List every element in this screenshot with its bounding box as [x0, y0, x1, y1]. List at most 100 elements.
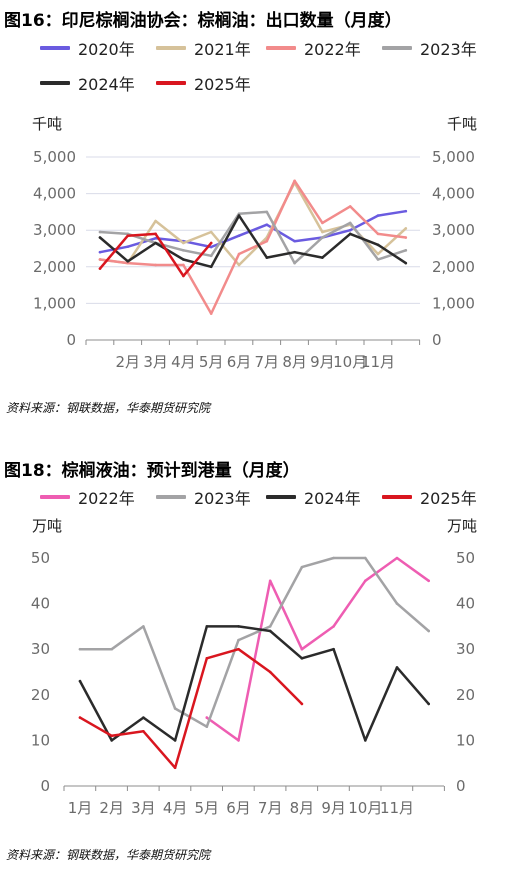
c1-point-2020 [293, 239, 296, 243]
c1-point-2023 [237, 212, 241, 216]
c2-xtick-label: 3月 [131, 799, 156, 817]
c1-point-2022_c1 [321, 221, 324, 225]
c2-point-2024 [142, 716, 145, 719]
c2-point-2025 [142, 729, 145, 733]
c1-point-2025 [182, 274, 185, 278]
c1-unit-left: 千吨 [32, 115, 62, 133]
c2-point-2022_c2 [237, 739, 240, 742]
legend2-label-2023: 2023年 [194, 489, 251, 508]
c1-point-2023 [348, 221, 352, 225]
c1-point-2020 [126, 245, 130, 248]
c1-ytick-left: 1,000 [33, 294, 76, 312]
c2-point-2023 [332, 556, 335, 560]
c2-point-2022_c2 [395, 556, 399, 560]
c1-point-2020 [209, 245, 213, 249]
c1-point-2024 [348, 232, 352, 236]
c1-xtick-label: 3月 [143, 353, 168, 371]
legend-item-2021: 2021年 [156, 36, 251, 60]
c1-point-2024 [404, 261, 408, 265]
legend2-item-2024: 2024年 [266, 485, 361, 509]
c2-series-line-2022_c2 [205, 556, 430, 742]
c2-point-2025 [300, 702, 304, 706]
chart2-legend: 2022年 2023年 2024年 2025年 [0, 483, 519, 509]
c2-point-2022_c2 [205, 716, 209, 719]
c2-xtick-label: 2月 [99, 799, 124, 817]
c1-ytick-left: 3,000 [33, 221, 76, 239]
legend-item-2020: 2020年 [40, 36, 135, 60]
c1-point-2022_c1 [126, 261, 130, 265]
c1-point-2021 [154, 219, 157, 223]
c2-point-2023 [78, 647, 82, 651]
c2-point-2024 [300, 657, 304, 660]
c1-xtick-label: 8月 [282, 353, 307, 371]
c1-point-2023 [98, 230, 102, 234]
c2-ytick-left: 50 [31, 549, 50, 567]
c2-ytick-left: 40 [31, 595, 50, 613]
c1-point-2023 [293, 261, 296, 265]
legend2-swatch-2025 [382, 495, 412, 499]
chart1-plot: 千吨 千吨 0 0 1,000 1,000 2,000 2,000 3,000 3,000 4,00… [32, 115, 477, 371]
c2-point-2022_c2 [364, 579, 367, 583]
c1-point-2024 [265, 256, 269, 259]
c1-point-2021 [321, 230, 324, 234]
c2-point-2022_c2 [300, 647, 304, 651]
legend-swatch-2025 [156, 81, 186, 85]
c1-series-line-2023 [98, 210, 408, 265]
c1-point-2022_c1 [265, 239, 269, 243]
c1-ytick-right: 4,000 [432, 185, 475, 203]
c1-xtick-label: 7月 [255, 353, 280, 371]
legend2-item-2023: 2023年 [156, 485, 251, 509]
c1-point-2023 [376, 258, 380, 261]
c2-ytick-left: 0 [40, 777, 50, 795]
c2-point-2023 [364, 556, 367, 560]
c2-xtick-label: 11月 [380, 799, 414, 817]
legend-label-2023: 2023年 [420, 40, 477, 59]
chart1-source: 资料来源：钢联数据，华泰期货研究院 [6, 401, 211, 415]
c1-point-2022_c1 [348, 205, 352, 208]
c2-point-2024 [110, 739, 113, 742]
c1-point-2020 [376, 214, 380, 217]
c2-point-2024 [173, 739, 177, 742]
chart1-title: 图16：印尼棕榈油协会：棕榈油：出口数量（月度） [4, 11, 402, 31]
c2-point-2023 [427, 629, 431, 633]
legend2-swatch-2023 [156, 495, 186, 499]
c1-point-2024 [376, 243, 380, 247]
c1-point-2021 [237, 263, 241, 267]
c2-point-2024 [364, 739, 367, 742]
c2-point-2025 [110, 734, 113, 738]
c2-point-2024 [427, 702, 431, 706]
c2-point-2024 [205, 625, 209, 628]
c1-point-2025 [98, 267, 102, 270]
c2-xtick-label: 8月 [290, 799, 315, 817]
c2-point-2023 [205, 725, 209, 729]
c1-point-2024 [126, 260, 130, 263]
c1-xtick-label: 2月 [116, 353, 141, 371]
c1-point-2020 [154, 236, 157, 240]
c2-point-2023 [110, 647, 113, 651]
c2-xtick-label: 4月 [163, 799, 188, 817]
c2-ytick-right: 50 [456, 549, 475, 567]
c2-xtick-label: 9月 [321, 799, 346, 817]
legend-swatch-2023 [382, 46, 412, 50]
c1-point-2021 [376, 252, 380, 256]
chart2-source: 资料来源：钢联数据，华泰期货研究院 [6, 848, 211, 862]
c1-ytick-left: 2,000 [33, 258, 76, 276]
c1-point-2024 [237, 214, 241, 217]
legend-item-2022: 2022年 [266, 36, 361, 60]
legend-item-2024: 2024年 [40, 71, 135, 95]
c1-point-2025 [209, 241, 213, 245]
c2-point-2024 [395, 666, 399, 669]
c2-point-2025 [268, 670, 272, 674]
c1-point-2023 [182, 249, 185, 252]
c2-xtick-label: 10月 [348, 799, 382, 817]
legend-label-2021: 2021年 [194, 40, 251, 59]
c2-ytick-right: 10 [456, 731, 475, 749]
c2-series-line-2023 [78, 556, 430, 728]
c1-point-2025 [126, 234, 130, 237]
legend-label-2025: 2025年 [194, 75, 251, 94]
c2-point-2022_c2 [268, 579, 272, 583]
legend2-swatch-2024 [266, 495, 296, 499]
c1-point-2023 [321, 236, 324, 239]
c1-point-2022_c1 [376, 232, 380, 236]
chart1-legend: 2020年 2021年 2022年 2023年 2024年 2025年 [0, 34, 519, 94]
